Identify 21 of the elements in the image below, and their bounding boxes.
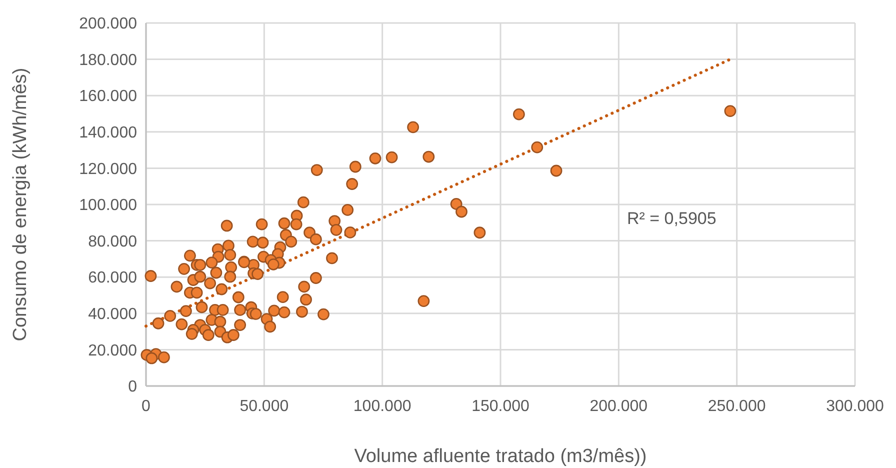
x-tick-label: 100.000 xyxy=(353,398,412,415)
y-tick-label: 180.000 xyxy=(79,52,138,69)
x-tick-label: 300.000 xyxy=(826,398,884,415)
y-tick-label: 20.000 xyxy=(88,342,138,360)
x-tick-label: 250.000 xyxy=(708,398,766,415)
y-tick-label: 120.000 xyxy=(79,160,138,178)
x-tick-label: 150.000 xyxy=(472,398,530,415)
x-tick-label: 50.000 xyxy=(240,398,289,415)
y-tick-label: 80.000 xyxy=(88,233,138,250)
y-tick-label: 100.000 xyxy=(79,197,138,214)
y-tick-label: 160.000 xyxy=(79,88,138,106)
x-tick-label: 0 xyxy=(142,398,151,415)
y-tick-label: 140.000 xyxy=(79,124,138,142)
annotation: R² = 0,5905 xyxy=(627,209,716,228)
y-tick-label: 200.000 xyxy=(79,16,138,33)
x-tick-label: 200.000 xyxy=(590,398,648,415)
x-axis-title: Volume afluente tratado (m3/mês)) xyxy=(354,446,647,467)
y-tick-label: 60.000 xyxy=(88,270,138,287)
y-tick-label: 40.000 xyxy=(88,306,138,323)
y-axis-title: Consumo de energia (kWh/mês) xyxy=(10,68,31,342)
y-tick-label: 0 xyxy=(128,378,138,396)
